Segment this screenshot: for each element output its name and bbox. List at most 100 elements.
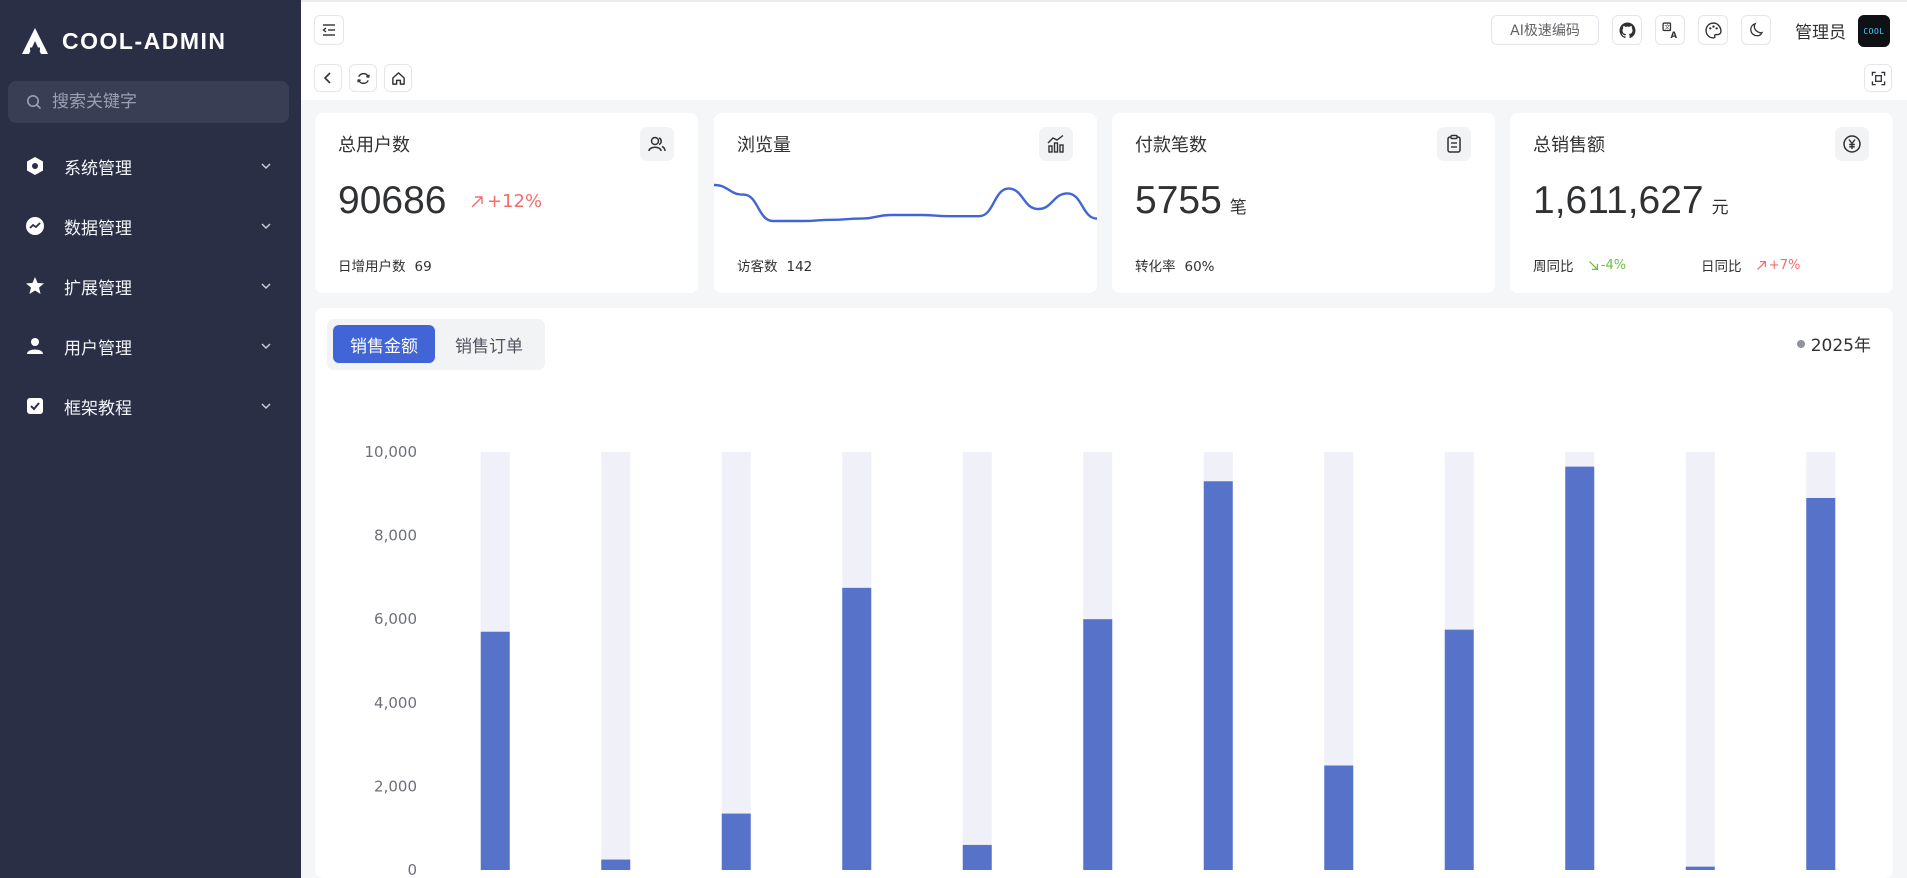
user-icon — [24, 335, 46, 357]
trend-value: +7% — [1768, 258, 1801, 273]
bar — [1444, 629, 1474, 870]
footer-value: 69 — [414, 259, 432, 275]
y-tick-label: 0 — [407, 861, 417, 878]
app-logo[interactable]: COOL-ADMIN — [20, 26, 226, 56]
tab-sales-amount[interactable]: 销售金额 — [333, 325, 435, 363]
bar — [1324, 765, 1354, 870]
sidebar-item-label: 框架教程 — [64, 398, 132, 419]
card-total-users: 总用户数 90686 +12% 日增用户数 69 — [315, 113, 698, 293]
dark-mode-button[interactable] — [1741, 15, 1771, 45]
moon-icon — [1750, 22, 1764, 37]
menu-fold-icon — [322, 24, 335, 36]
process-bar — [301, 57, 1907, 100]
footer-label: 访客数 — [737, 259, 778, 275]
bar-background — [601, 452, 631, 870]
card-title: 总销售额 — [1533, 135, 1605, 156]
trend-down: -4% — [1588, 258, 1626, 273]
tab-sales-orders[interactable]: 销售订单 — [455, 336, 523, 357]
sidebar-item-system[interactable]: 系统管理 — [0, 136, 301, 196]
trend-value: +12% — [487, 191, 543, 212]
bar — [1203, 481, 1233, 870]
sidebar-item-label: 系统管理 — [64, 158, 132, 179]
y-tick-label: 2,000 — [374, 777, 417, 795]
card-value: 1,611,627 — [1533, 179, 1704, 222]
chart-circle-icon — [24, 215, 46, 237]
app-name: COOL-ADMIN — [62, 27, 227, 54]
arrow-down-right-icon — [1588, 261, 1598, 271]
card-value-wrap: 1,611,627 元 — [1533, 179, 1729, 223]
sidebar-search[interactable] — [8, 81, 289, 123]
trend-up: +7% — [1756, 258, 1801, 273]
card-unit: 笔 — [1229, 198, 1247, 218]
card-payments: 付款笔数 5755 笔 转化率 60% — [1112, 113, 1495, 293]
footer-label: 日同比 — [1701, 259, 1742, 275]
sidebar-item-extension[interactable]: 扩展管理 — [0, 256, 301, 316]
svg-text:文: 文 — [1664, 23, 1670, 31]
bar-chart-icon — [1039, 127, 1073, 161]
footer-value: 142 — [786, 259, 813, 275]
card-value-wrap: 5755 笔 — [1135, 179, 1247, 223]
refresh-button[interactable] — [349, 64, 377, 92]
bar-background — [721, 452, 751, 870]
trend-up: +12% — [470, 191, 542, 212]
sidebar: COOL-ADMIN 系统管理 数据管理 扩展管理 — [0, 0, 301, 878]
sidebar-item-data[interactable]: 数据管理 — [0, 196, 301, 256]
svg-text:A: A — [1670, 30, 1677, 38]
bar — [1565, 466, 1595, 870]
card-footer: 日增用户数 69 — [338, 255, 432, 275]
theme-button[interactable] — [1698, 15, 1728, 45]
chevron-down-icon — [261, 343, 271, 350]
ai-coding-button[interactable]: AI极速编码 — [1491, 15, 1599, 45]
legend-dot-icon — [1796, 339, 1805, 348]
footer-label: 转化率 — [1135, 259, 1176, 275]
sidebar-item-tutorial[interactable]: 框架教程 — [0, 376, 301, 436]
bar — [601, 859, 631, 870]
card-title: 浏览量 — [737, 135, 791, 156]
github-icon — [1619, 22, 1635, 38]
trend-value: -4% — [1600, 258, 1627, 273]
card-total-sales: 总销售额 1,611,627 元 周同比 -4% 日同比 +7% — [1510, 113, 1893, 293]
search-icon — [27, 95, 42, 110]
home-button[interactable] — [384, 64, 412, 92]
language-button[interactable]: 文 A — [1655, 15, 1685, 45]
year-legend[interactable]: 2025年 — [1796, 331, 1871, 356]
card-title: 付款笔数 — [1135, 135, 1207, 156]
arrow-up-right-icon — [471, 195, 483, 207]
card-footer: 访客数 142 — [737, 255, 812, 275]
sidebar-item-label: 用户管理 — [64, 338, 132, 359]
year-label: 2025年 — [1810, 336, 1871, 356]
user-name[interactable]: 管理员 — [1795, 23, 1846, 43]
avatar[interactable]: COOL — [1858, 15, 1890, 47]
chart-tabs: 销售金额 销售订单 — [327, 319, 545, 370]
star-icon — [24, 275, 46, 297]
github-button[interactable] — [1612, 15, 1642, 45]
yen-icon — [1835, 127, 1869, 161]
checklist-icon — [24, 395, 46, 417]
card-unit: 元 — [1711, 198, 1729, 218]
y-tick-label: 4,000 — [374, 694, 417, 712]
bar-background — [1685, 452, 1715, 870]
chevron-down-icon — [261, 223, 271, 230]
chevron-left-icon — [323, 72, 331, 84]
y-tick-label: 8,000 — [374, 527, 417, 545]
search-input[interactable] — [52, 92, 272, 112]
refresh-icon — [356, 72, 370, 84]
sidebar-menu: 系统管理 数据管理 扩展管理 用户管理 — [0, 136, 301, 436]
chevron-down-icon — [261, 403, 271, 410]
chevron-down-icon — [261, 163, 271, 170]
collapse-menu-button[interactable] — [314, 15, 344, 45]
card-footer: 周同比 -4% 日同比 +7% — [1533, 255, 1873, 275]
arrow-up-right-icon — [1756, 260, 1766, 270]
fullscreen-icon — [1871, 71, 1885, 85]
back-button[interactable] — [314, 64, 342, 92]
sidebar-item-users[interactable]: 用户管理 — [0, 316, 301, 376]
card-page-views: 浏览量 访客数 142 — [714, 113, 1097, 293]
card-footer: 转化率 60% — [1135, 255, 1215, 275]
bar — [721, 813, 751, 870]
clipboard-icon — [1437, 127, 1471, 161]
footer-value: 60% — [1184, 259, 1215, 275]
sales-bar-chart: 10,000 8,000 6,000 4,000 2,000 0 — [365, 443, 1836, 878]
fullscreen-button[interactable] — [1864, 64, 1892, 92]
views-line-chart — [714, 183, 1097, 223]
bar — [480, 631, 510, 870]
